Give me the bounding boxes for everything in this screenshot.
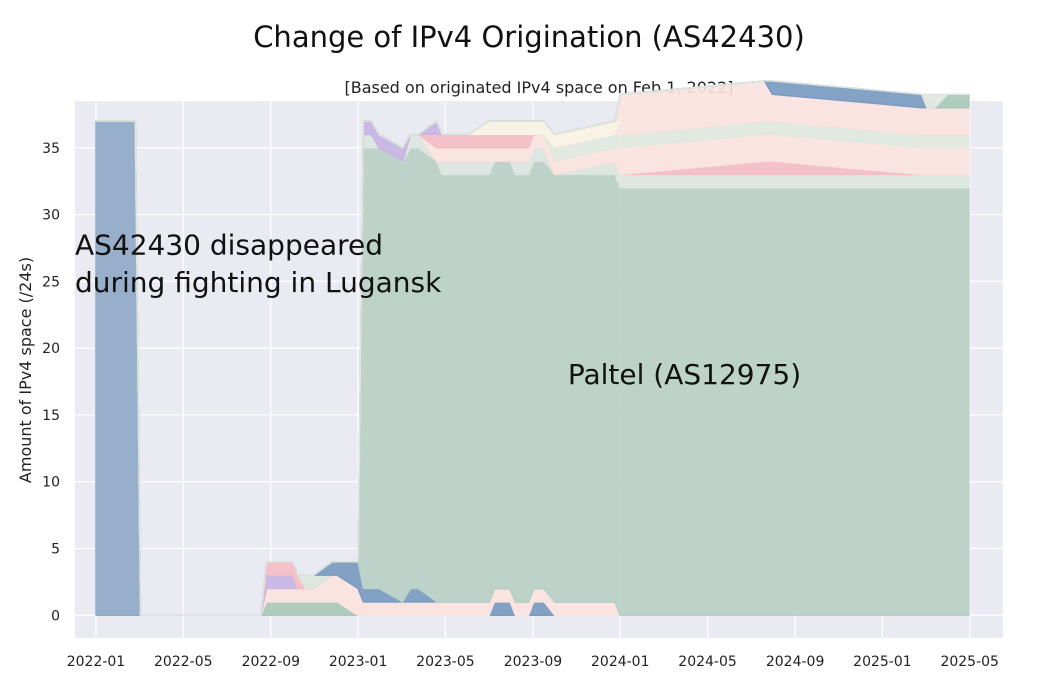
y-tick-label: 20: [42, 341, 60, 357]
x-tick-label: 2025-05: [940, 654, 999, 670]
x-tick-label: 2023-09: [504, 654, 563, 670]
x-tick-label: 2023-05: [416, 654, 475, 670]
area-origin-t: [95, 80, 970, 616]
x-tick-label: 2024-09: [766, 654, 825, 670]
x-tick-label: 2023-01: [329, 654, 388, 670]
annotation-text: AS42430 disappeared: [75, 229, 383, 262]
y-tick-label: 35: [42, 141, 60, 157]
x-tick-label: 2025-01: [853, 654, 912, 670]
x-tick-label: 2022-09: [242, 654, 301, 670]
x-axis: 2022-01 2022-05 2022-09 2023-01 2023-05 2023-…: [67, 654, 999, 670]
y-axis: 0 5 10 15 20 25 30 35: [42, 141, 60, 625]
x-tick-label: 2022-01: [67, 654, 126, 670]
y-tick-label: 15: [42, 408, 60, 424]
chart-title: Change of IPv4 Origination (AS42430): [253, 20, 805, 54]
annotation-text: Paltel (AS12975): [568, 358, 801, 391]
y-tick-label: 5: [51, 542, 60, 558]
y-tick-label: 10: [42, 475, 60, 491]
y-tick-label: 25: [42, 274, 60, 290]
y-tick-label: 30: [42, 208, 60, 224]
x-tick-label: 2022-05: [154, 654, 213, 670]
annotations: AS42430 disappeared during fighting in Lu…: [75, 229, 801, 392]
y-tick-label: 0: [51, 608, 60, 624]
annotation-text: during fighting in Lugansk: [75, 266, 442, 299]
y-axis-label: Amount of IPv4 space (/24s): [16, 257, 35, 483]
area-layers: [95, 80, 970, 616]
x-tick-label: 2024-01: [591, 654, 650, 670]
x-tick-label: 2024-05: [678, 654, 737, 670]
